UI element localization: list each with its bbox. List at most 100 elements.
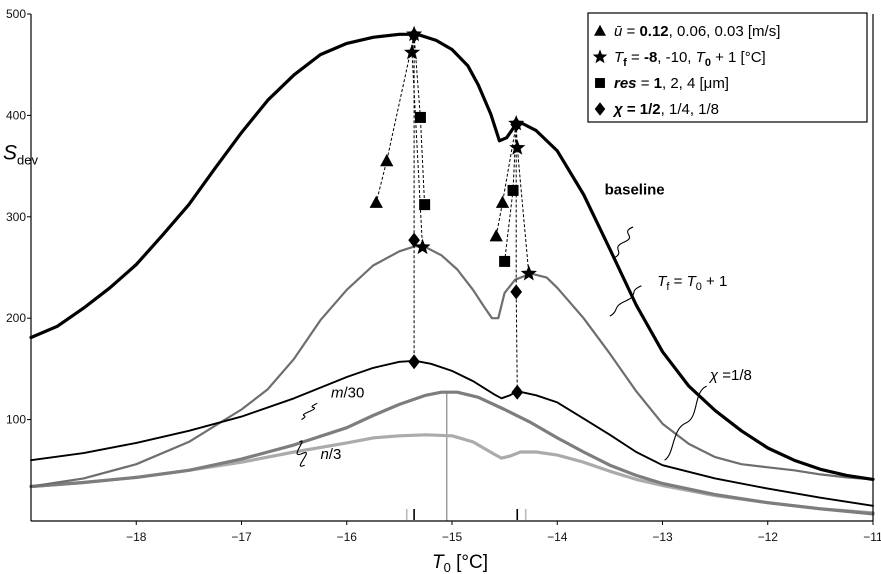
series-line-2 (30, 359, 874, 507)
x-axis-label-sub: 0 (444, 560, 451, 574)
legend-item-0-part-2: 0.12 (639, 23, 668, 40)
marker-star-8 (509, 139, 526, 155)
marker-diamond-16 (408, 354, 420, 370)
ann-tf-eq: = (669, 273, 686, 290)
legend-item-1-part-7: + 1 [°C] (711, 49, 766, 66)
plot-lines (29, 32, 875, 521)
legend-item-1-part-0: T (614, 49, 625, 66)
y-tick-label-0: 100 (6, 413, 26, 427)
marker-diamond-19 (511, 384, 524, 400)
legend-item-2-part-1: = (637, 75, 654, 92)
marker-triangle-2 (495, 195, 510, 208)
annotation-baseline: baseline (605, 181, 665, 198)
ann-chi-symbol: χ (708, 367, 719, 384)
legend-symbol-square (595, 78, 605, 88)
legend-item-3: χ = 1/2, 1/4, 1/8 (612, 101, 719, 118)
marker-diamond-14 (408, 27, 420, 43)
marker-square-11 (419, 199, 431, 211)
y-tick-label-1: 200 (6, 311, 26, 325)
annotation-tf: Tf = T0 + 1 (657, 273, 727, 293)
annotation-chi: χ =1/8 (708, 367, 752, 384)
series-line-4 (29, 433, 875, 515)
dashed-link-2 (411, 35, 423, 248)
x-tick-label-6: −12 (758, 530, 779, 544)
annotation-n3: n/3 (320, 446, 341, 463)
x-tick-label-2: −16 (337, 530, 358, 544)
y-tick-label-2: 300 (6, 210, 26, 224)
x-tick-label-4: −14 (547, 530, 568, 544)
series-line-0 (29, 32, 875, 481)
leader-line-baseline (614, 226, 634, 258)
dashed-links (375, 35, 530, 393)
ann-chi-rest: =1/8 (718, 367, 752, 384)
legend-item-1-part-5: T (696, 49, 707, 66)
legend-item-1-part-1: f (623, 57, 627, 69)
ann-tf-T0: T (687, 273, 698, 290)
y-tick-label-4: 500 (6, 7, 26, 21)
legend-item-1-part-2: = (627, 49, 644, 66)
legend-item-2-part-0: res (614, 75, 637, 92)
marker-square-13 (499, 255, 511, 267)
legend-item-3-part-0: χ (612, 101, 624, 118)
y-axis-label-sub: dev (17, 152, 38, 167)
legend-symbol-star (592, 49, 608, 64)
ann-m30-rest: /30 (343, 384, 364, 401)
leader-line-tf (609, 285, 642, 317)
marker-triangle-3 (489, 229, 503, 242)
ann-n3-rest: /3 (329, 446, 342, 463)
ann-tf-T: T (657, 273, 668, 290)
legend-item-1-part-4: , -10, (657, 49, 695, 66)
legend-symbol-triangle (594, 24, 606, 36)
marker-square-10 (414, 111, 426, 123)
marker-diamond-18 (510, 284, 523, 300)
leader-line-n3 (296, 440, 307, 467)
leader-line-m30 (301, 402, 318, 421)
ann-tf-sub2: 0 (696, 281, 702, 293)
ann-m30-italic: m (331, 384, 344, 401)
legend-item-2-part-3: , 2, 4 [μm] (662, 75, 729, 92)
ann-tf-tail: + 1 (702, 273, 727, 290)
marker-diamond-17 (510, 117, 523, 133)
legend-item-3-part-2: 1/2 (640, 101, 661, 118)
legend-item-0-part-3: , 0.06, 0.03 [m/s] (669, 23, 781, 40)
x-axis-label-main: T (432, 552, 445, 573)
x-tick-label-1: −17 (231, 530, 252, 544)
legend-item-1: Tf = -8, -10, T0 + 1 [°C] (614, 49, 766, 69)
x-tick-label-3: −15 (442, 530, 463, 544)
data-markers (369, 25, 537, 400)
x-axis-label: T0 [°C] (432, 552, 488, 574)
leader-line-chi (664, 385, 707, 461)
marker-star-5 (403, 44, 421, 60)
series-line-3 (29, 390, 875, 516)
dashed-link-3 (495, 124, 517, 237)
legend-item-3-part-1: = (623, 101, 640, 118)
y-axis-label: Sdev (3, 141, 38, 167)
legend-item-1-part-6: 0 (705, 57, 711, 69)
x-tick-label-5: −13 (652, 530, 673, 544)
legend: ū = 0.12, 0.06, 0.03 [m/s] Tf = -8, -10, … (587, 12, 868, 123)
legend-item-0: ū = 0.12, 0.06, 0.03 [m/s] (614, 23, 780, 40)
dashed-link-7 (515, 124, 518, 393)
marker-square-12 (507, 184, 519, 196)
marker-star-6 (414, 238, 431, 255)
legend-item-2: res = 1, 2, 4 [μm] (614, 75, 729, 92)
legend-item-1-part-3: -8 (644, 49, 657, 66)
series-line-1 (29, 245, 875, 488)
annotation-m30: m/30 (331, 384, 364, 401)
x-tick-label-7: −11 (863, 530, 881, 544)
marker-triangle-1 (369, 195, 383, 208)
x-axis-label-unit: [°C] (451, 552, 488, 573)
dashed-link-0 (375, 35, 415, 203)
legend-item-2-part-2: 1 (654, 75, 662, 92)
legend-item-0-part-0: ū (614, 23, 623, 40)
y-axis-label-main: S (3, 141, 17, 164)
marker-star-9 (520, 265, 537, 281)
legend-symbol-diamond (594, 102, 606, 116)
ann-tf-sub: f (666, 281, 670, 293)
legend-item-0-part-1: = (622, 23, 639, 40)
legend-box (587, 12, 868, 123)
ann-n3-italic: n (320, 446, 328, 463)
